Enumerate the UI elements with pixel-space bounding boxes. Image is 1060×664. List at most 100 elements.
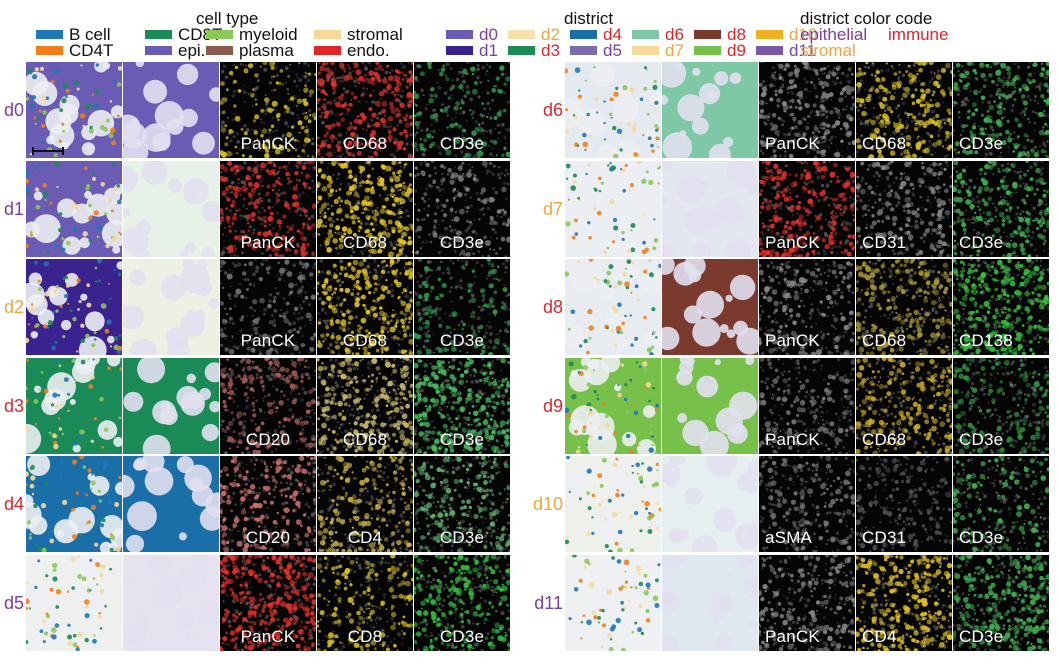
legend-item-d5: d5	[570, 42, 622, 59]
marker-label: CD20	[245, 528, 291, 547]
marker-label: PanCK	[240, 331, 296, 350]
marker-image-d8-panck: PanCK	[759, 259, 855, 355]
cell-type-map-d2	[26, 259, 122, 355]
marker-image-d10-cd31: CD31	[856, 456, 952, 552]
row-label-d6: d6	[542, 100, 563, 120]
marker-label: CD3e	[959, 429, 1004, 449]
color-code-immune: immune	[888, 25, 949, 44]
marker-label: aSMA	[765, 528, 813, 547]
legend-item-cd4t: CD4T	[36, 42, 113, 59]
marker-label: CD68	[862, 331, 907, 350]
legend-item-d9: d9	[694, 42, 746, 59]
row-label-d1: d1	[3, 198, 24, 219]
swatch-d3	[508, 46, 535, 55]
legend-item-plasma: plasma	[206, 42, 294, 59]
cell-type-map-d11	[565, 554, 661, 651]
district-row-d8: d8 PanCK CD68 CD138	[543, 259, 1050, 356]
marker-label: CD68	[342, 232, 388, 252]
marker-image-d7-panck: PanCK	[759, 160, 855, 257]
legend-item-b-cell: B cell	[36, 26, 111, 43]
legend-item-endo: endo.	[314, 42, 390, 59]
marker-label: CD68	[342, 134, 388, 153]
cell-type-map-d7	[565, 160, 661, 257]
marker-label: PanCK	[240, 232, 296, 252]
marker-label: CD4	[347, 528, 383, 547]
marker-label: CD3e	[959, 626, 1004, 646]
marker-image-d4-cd20: CD20	[220, 456, 316, 552]
cell-type-map-d6	[565, 62, 661, 158]
marker-label: CD8	[347, 626, 383, 646]
marker-image-d5-panck: PanCK	[220, 554, 316, 651]
marker-label: CD138	[959, 331, 1013, 350]
marker-label: PanCK	[765, 626, 820, 646]
swatch-d1	[446, 46, 473, 55]
marker-label: CD68	[862, 134, 907, 153]
cell-type-map-d8	[565, 259, 661, 355]
legend-color-code-title: district color code	[800, 9, 933, 28]
marker-label: CD31	[862, 528, 907, 547]
marker-image-d0-panck: PanCK	[220, 62, 316, 158]
row-label-d11: d11	[534, 592, 563, 613]
district-map-d2	[123, 259, 219, 355]
color-code-epithelial: epithelial	[800, 25, 868, 44]
marker-label: CD68	[862, 429, 907, 449]
row-label-d9: d9	[542, 395, 563, 416]
legend-item-d2: d2	[508, 26, 560, 43]
marker-image-d6-cd68: CD68	[856, 62, 952, 158]
marker-image-d1-panck: PanCK	[220, 160, 316, 257]
row-label-d8: d8	[542, 297, 563, 317]
legend-item-d11: d11	[756, 42, 816, 59]
marker-label: CD3e	[959, 528, 1004, 547]
row-label-d2: d2	[3, 297, 24, 317]
swatch-d4	[570, 30, 597, 39]
marker-image-d6-panck: PanCK	[759, 62, 855, 158]
right-panel-districts-d6-d11: d6 PanCK CD68 CD3e d7 PanCK CD31 CD3e d8 PanCK CD6…	[533, 62, 1055, 652]
cell-type-map-d0	[26, 62, 122, 158]
marker-image-d2-cd3e: CD3e	[414, 259, 510, 355]
district-map-d6	[662, 62, 758, 158]
marker-image-d11-panck: PanCK	[759, 554, 855, 651]
row-label-d3: d3	[3, 395, 24, 416]
district-map-d4	[123, 456, 219, 552]
legend-item-d6: d6	[632, 26, 684, 43]
swatch-myeloid	[206, 30, 233, 39]
marker-image-d4-cd4: CD4	[317, 456, 413, 552]
swatch-stromal	[314, 30, 341, 39]
marker-image-d5-cd3e: CD3e	[414, 554, 510, 651]
legend-district-title: district	[564, 9, 614, 28]
marker-image-d9-cd68: CD68	[856, 357, 952, 454]
marker-label: CD4	[862, 626, 897, 646]
row-label-d7: d7	[542, 198, 563, 219]
legend-item-stromal: stromal	[314, 26, 403, 43]
district-map-d0	[123, 62, 219, 158]
legend-item-d1: d1	[446, 42, 498, 59]
marker-image-d3-cd3e: CD3e	[414, 357, 510, 454]
swatch-cd8t	[145, 30, 172, 39]
legend-item-d0: d0	[446, 26, 498, 43]
marker-image-d1-cd68: CD68	[317, 160, 413, 257]
district-row-d2: d2 PanCK CD68 CD3e	[4, 259, 511, 356]
marker-image-d1-cd3e: CD3e	[414, 160, 510, 257]
swatch-d2	[508, 30, 535, 39]
scale-bar	[32, 147, 64, 155]
district-row-d10: d10 aSMA CD31 CD3e	[533, 456, 1050, 553]
district-row-d1: d1 PanCK CD68 CD3e	[4, 160, 511, 258]
marker-label: PanCK	[240, 626, 296, 646]
marker-label: CD3e	[439, 528, 485, 547]
cell-type-map-d10	[565, 456, 661, 552]
swatch-d5	[570, 46, 597, 55]
marker-label: PanCK	[765, 232, 820, 252]
marker-label: CD3e	[439, 626, 485, 646]
district-row-d3: d3 CD20 CD68 CD3e	[4, 357, 511, 455]
marker-label: PanCK	[765, 134, 820, 153]
district-row-d11: d11 PanCK CD4 CD3e	[534, 554, 1050, 652]
marker-label: CD3e	[439, 134, 485, 153]
swatch-b-cell	[36, 30, 63, 39]
district-row-d7: d7 PanCK CD31 CD3e	[543, 160, 1050, 258]
row-label-d0: d0	[3, 100, 24, 120]
marker-label: CD31	[862, 232, 907, 252]
swatch-plasma	[206, 46, 233, 55]
marker-image-d4-cd3e: CD3e	[414, 456, 510, 552]
marker-label: CD68	[342, 331, 388, 350]
swatch-d9	[694, 46, 721, 55]
